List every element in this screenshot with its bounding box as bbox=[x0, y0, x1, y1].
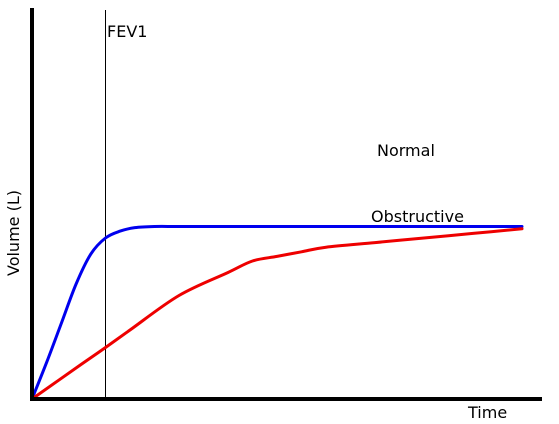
series-line-normal bbox=[30, 224, 524, 401]
series-line-obstructive bbox=[30, 227, 524, 401]
series-label-normal: Normal bbox=[377, 141, 435, 160]
y-axis-label: Volume (L) bbox=[4, 190, 23, 276]
fev1-label: FEV1 bbox=[107, 22, 147, 41]
plot-area bbox=[30, 8, 542, 401]
series-label-obstructive: Obstructive bbox=[371, 207, 464, 226]
x-axis-label: Time bbox=[467, 403, 507, 422]
